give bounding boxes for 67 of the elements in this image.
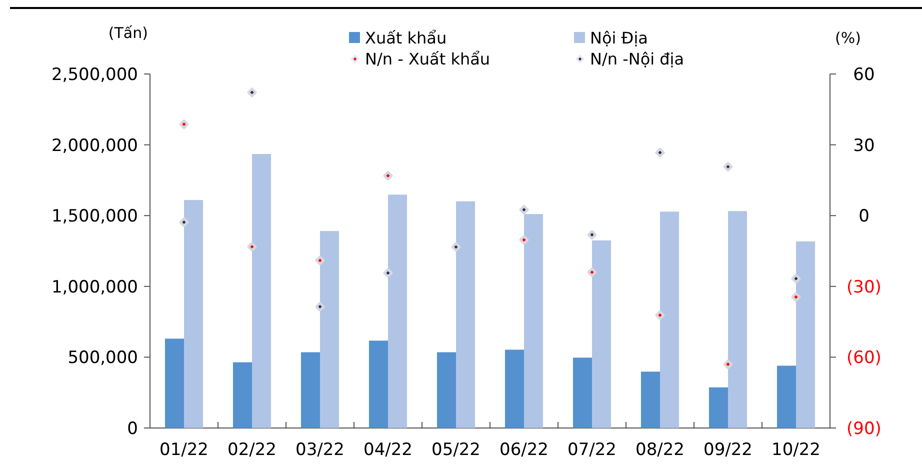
y-tick-label: 1,500,000: [51, 206, 138, 227]
x-tick-label: 08/22: [636, 440, 684, 460]
point: [791, 292, 801, 302]
x-tick-label: 06/22: [500, 440, 548, 460]
bar: [320, 231, 340, 428]
legend-label: Nội Địa: [590, 28, 648, 48]
y2-tick-label: 30: [853, 136, 875, 156]
point: [723, 359, 733, 370]
y-tick-label: 2,500,000: [51, 64, 138, 85]
y2-tick-label: 60: [853, 64, 875, 85]
y-tick-label: 2,000,000: [51, 136, 138, 156]
x-tick-label: 02/22: [228, 440, 276, 460]
legend-label: N/n - Xuất khẩu: [365, 50, 490, 69]
bar: [164, 338, 184, 428]
bar: [640, 372, 660, 428]
y-tick-label: 500,000: [68, 348, 138, 368]
point: [519, 235, 529, 245]
point: [315, 302, 325, 312]
bar: [524, 214, 544, 428]
bar: [368, 340, 388, 428]
y2-tick-label: (30): [846, 277, 882, 298]
point: [655, 310, 665, 320]
point: [247, 88, 257, 98]
point: [519, 204, 529, 214]
bar: [252, 154, 272, 428]
x-tick-label: 07/22: [568, 440, 616, 460]
x-tick-label: 01/22: [160, 440, 208, 460]
y2-axis-title: (%): [835, 29, 861, 47]
bar: [796, 241, 816, 428]
point: [587, 267, 597, 278]
y2-tick-label: (60): [846, 348, 882, 368]
x-tick-label: 03/22: [296, 440, 344, 460]
bar: [572, 358, 592, 428]
bar: [184, 200, 204, 428]
point: [383, 170, 393, 181]
bar: [456, 201, 476, 428]
legend-label: Xuất khẩu: [365, 28, 447, 48]
bar: [728, 211, 748, 428]
bar: [388, 194, 408, 428]
point: [791, 274, 801, 284]
y-tick-label: 0: [127, 418, 138, 439]
x-tick-label: 05/22: [432, 440, 480, 460]
point: [587, 230, 597, 240]
y-axis-title: (Tấn): [108, 24, 148, 42]
point: [383, 268, 393, 278]
point: [315, 256, 325, 266]
bar: [300, 352, 320, 428]
y2-tick-label: (90): [846, 418, 882, 439]
point: [179, 119, 189, 130]
x-tick-label: 10/22: [772, 440, 820, 460]
point: [179, 217, 189, 227]
bar: [708, 387, 728, 428]
bar: [592, 240, 612, 428]
y2-tick-label: 0: [858, 206, 870, 227]
y-tick-label: 1,000,000: [51, 277, 138, 298]
point: [247, 242, 257, 252]
x-tick-label: 09/22: [704, 440, 752, 460]
bar: [660, 212, 680, 428]
x-tick-label: 04/22: [364, 440, 412, 460]
bar: [232, 362, 252, 428]
bar: [436, 352, 456, 428]
point: [723, 162, 733, 172]
bar: [504, 350, 524, 428]
point: [451, 242, 461, 252]
point: [655, 148, 665, 158]
legend-label: N/n -Nội địa: [590, 50, 684, 69]
bar: [776, 366, 796, 428]
